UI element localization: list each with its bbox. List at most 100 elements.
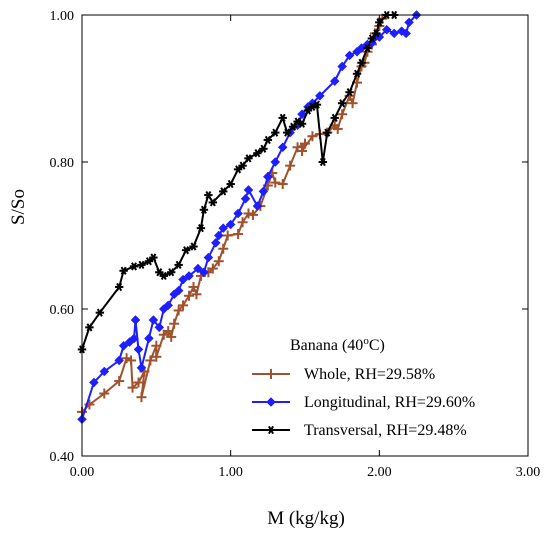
data-point <box>193 263 203 274</box>
star-marker-stroke <box>284 128 291 137</box>
data-point <box>204 190 213 200</box>
star-marker-stroke <box>294 117 301 126</box>
star-marker-stroke <box>254 149 261 158</box>
data-point <box>199 267 209 278</box>
star-marker-stroke <box>220 187 227 196</box>
data-point <box>337 109 348 120</box>
data-point <box>282 128 292 137</box>
data-point <box>174 260 183 270</box>
y-tick-label: 0.60 <box>50 303 75 318</box>
data-point <box>89 377 99 388</box>
data-point <box>344 50 355 61</box>
star-marker-stroke <box>358 58 365 67</box>
data-point <box>130 315 141 325</box>
data-point <box>404 17 414 28</box>
data-point <box>270 177 281 188</box>
star-marker-stroke <box>168 268 175 277</box>
star-marker-stroke <box>175 260 182 270</box>
data-point <box>375 18 384 27</box>
star-marker-stroke <box>205 190 212 200</box>
data-point <box>237 217 248 228</box>
data-point <box>367 34 377 43</box>
star-marker-stroke <box>264 135 271 145</box>
data-point <box>178 274 188 285</box>
data-point <box>357 58 366 67</box>
data-point <box>199 205 209 214</box>
series-3 <box>77 10 399 354</box>
legend-entry-1: Whole, RH=29.58% <box>252 366 435 383</box>
data-point <box>243 208 254 219</box>
data-point <box>99 388 110 399</box>
data-point <box>240 193 251 204</box>
data-point <box>144 333 154 344</box>
data-point <box>208 198 218 207</box>
data-point <box>207 263 218 274</box>
data-point <box>196 224 206 233</box>
data-point <box>163 326 174 337</box>
legend-label: Longitudinal, RH=29.60% <box>304 394 475 411</box>
data-point <box>238 161 247 170</box>
data-point <box>345 88 354 97</box>
data-point <box>372 29 381 38</box>
star-marker-stroke <box>138 260 145 270</box>
data-point <box>307 131 318 142</box>
data-point <box>323 128 332 137</box>
data-point <box>169 318 180 329</box>
star-marker-stroke <box>346 88 353 97</box>
data-point <box>191 289 202 300</box>
data-point <box>126 355 137 366</box>
x-axis-title: M (kg/kg) <box>267 508 345 529</box>
data-point <box>337 99 347 108</box>
data-point <box>159 271 168 281</box>
star-marker-stroke <box>268 425 274 435</box>
data-point <box>278 113 287 123</box>
data-point <box>173 305 184 316</box>
star-marker-stroke <box>227 179 234 189</box>
data-point <box>225 219 236 230</box>
star-marker-stroke <box>260 144 267 153</box>
data-point <box>213 256 224 267</box>
star-marker-stroke <box>324 128 331 137</box>
data-point <box>233 208 243 219</box>
series-1 <box>77 13 388 417</box>
legend-marker <box>266 397 276 407</box>
data-point <box>329 76 340 87</box>
data-point <box>226 179 235 189</box>
data-point <box>312 100 322 109</box>
star-marker-stroke <box>339 99 346 108</box>
axis-layer: 0.00 1.00 2.00 3.00 0.40 0.60 0.80 1.00 <box>50 9 541 480</box>
data-point <box>133 377 144 388</box>
data-point <box>258 186 269 197</box>
data-point <box>363 43 372 53</box>
legend-label: Whole, RH=29.58% <box>304 366 435 383</box>
star-marker-stroke <box>331 113 338 123</box>
data-point <box>151 351 162 362</box>
data-point <box>121 353 132 364</box>
legend: Banana (40oC) Whole, RH=29.58% Longitudin… <box>252 335 475 439</box>
data-point <box>173 285 184 296</box>
legend-title-superscript: o <box>363 335 369 347</box>
data-point <box>330 113 339 123</box>
star-marker-stroke <box>368 34 375 43</box>
data-point <box>218 243 229 254</box>
data-point <box>99 366 110 377</box>
data-point <box>118 340 129 351</box>
data-point <box>222 230 233 241</box>
data-point <box>149 253 158 262</box>
data-point <box>253 149 262 158</box>
legend-entries: Whole, RH=29.58% Longitudinal, RH=29.60% T… <box>252 366 475 439</box>
star-marker-stroke <box>290 122 297 131</box>
star-marker-stroke <box>239 161 246 170</box>
data-point <box>389 28 400 39</box>
data-point <box>259 144 268 153</box>
star-marker-stroke <box>245 154 252 163</box>
star-marker-stroke <box>319 157 326 167</box>
data-point <box>167 268 176 277</box>
legend-title-part-2: C) <box>369 337 385 354</box>
star-marker-stroke <box>120 266 127 275</box>
data-point <box>145 355 156 366</box>
data-point <box>277 179 288 190</box>
star-marker-stroke <box>131 262 137 271</box>
data-point <box>151 340 162 351</box>
